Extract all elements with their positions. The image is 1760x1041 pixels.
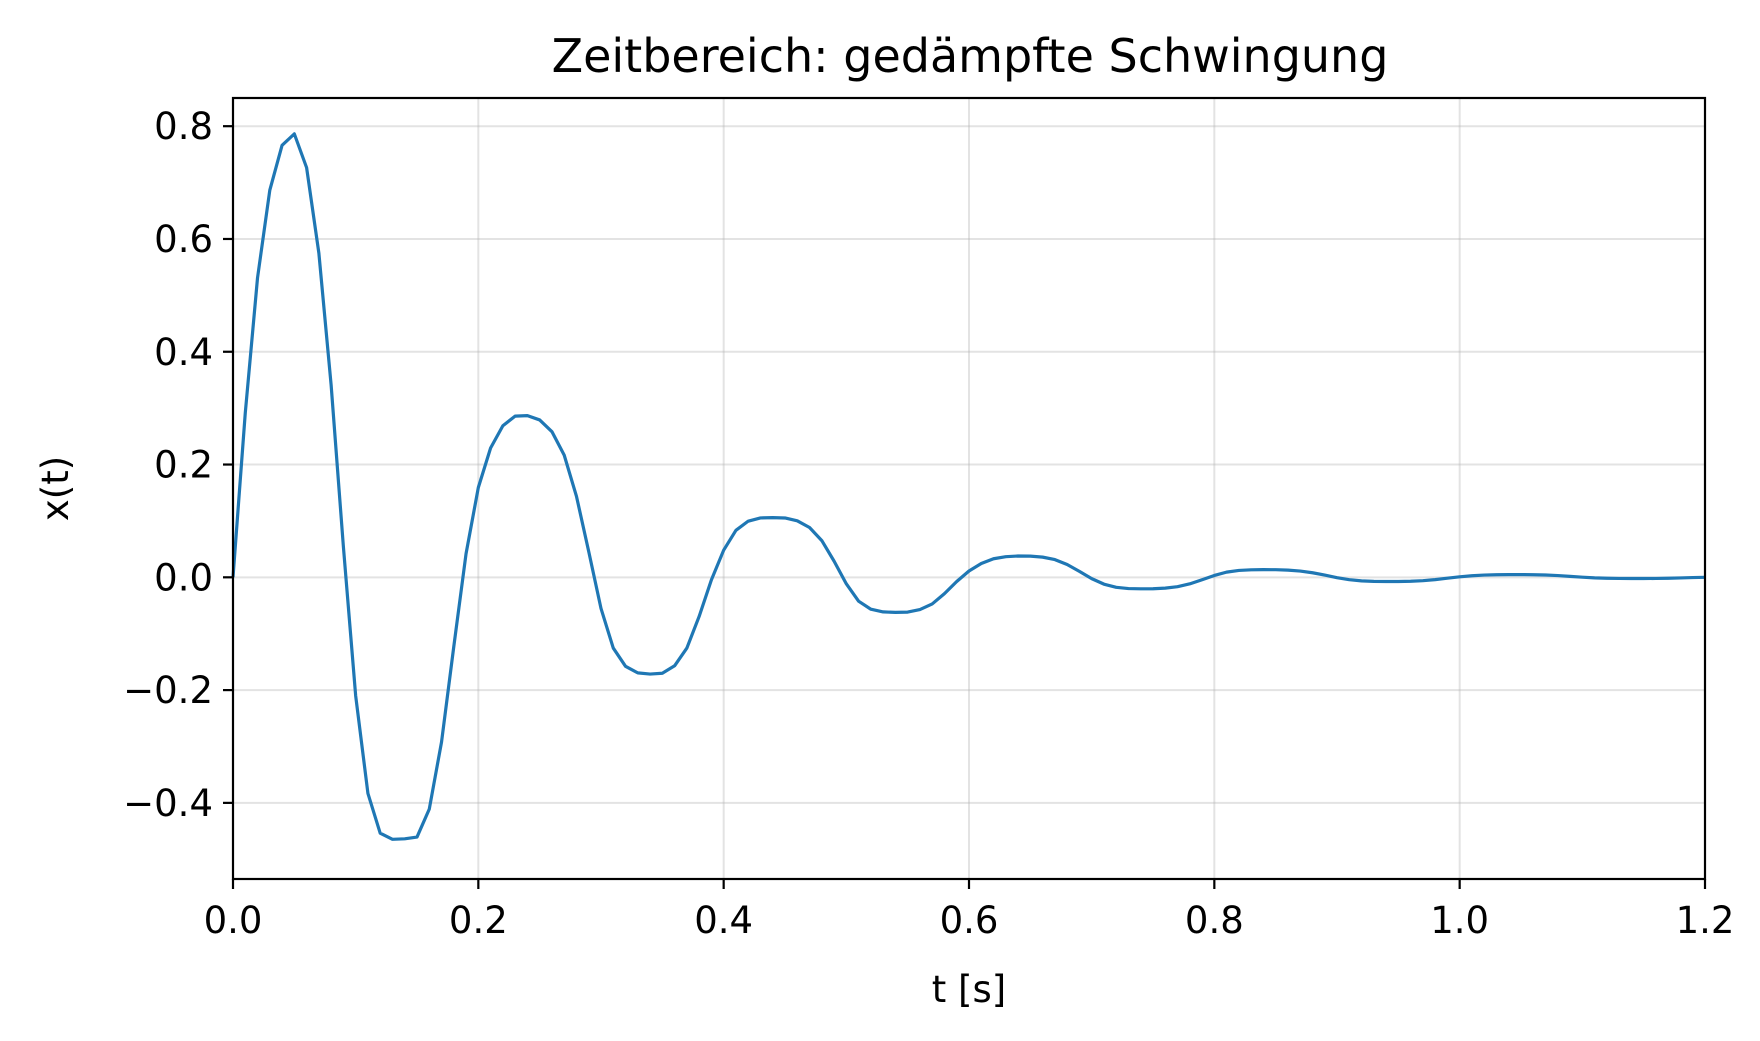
y-tick-label: 0.0 [154, 556, 213, 599]
x-tick-label: 1.2 [1676, 899, 1735, 942]
y-tick-label: −0.4 [123, 782, 213, 825]
x-tick-label: 0.8 [1185, 899, 1244, 942]
x-tick-label: 0.6 [940, 899, 999, 942]
x-tick-label: 0.0 [204, 899, 263, 942]
y-tick-label: −0.2 [123, 669, 213, 712]
axis-ticks: 0.0 0.2 0.4 0.6 0.8 1.0 1.2 −0.4 −0.2 0.0 0.2 0.4 0.… [123, 105, 1734, 942]
y-tick-label: 0.6 [154, 218, 213, 261]
grid [232, 98, 1706, 879]
series-line [231, 132, 1706, 841]
chart-title: Zeitbereich: gedämpfte Schwingung [552, 29, 1389, 83]
y-axis-label: x(t) [34, 456, 77, 521]
y-tick-label: 0.8 [154, 105, 213, 148]
x-tick-label: 0.4 [694, 899, 753, 942]
y-tick-label: 0.4 [154, 331, 213, 374]
y-tick-label: 0.2 [154, 444, 213, 487]
x-axis-label: t [s] [932, 968, 1006, 1011]
x-tick-label: 0.2 [449, 899, 508, 942]
x-tick-label: 1.0 [1430, 899, 1489, 942]
